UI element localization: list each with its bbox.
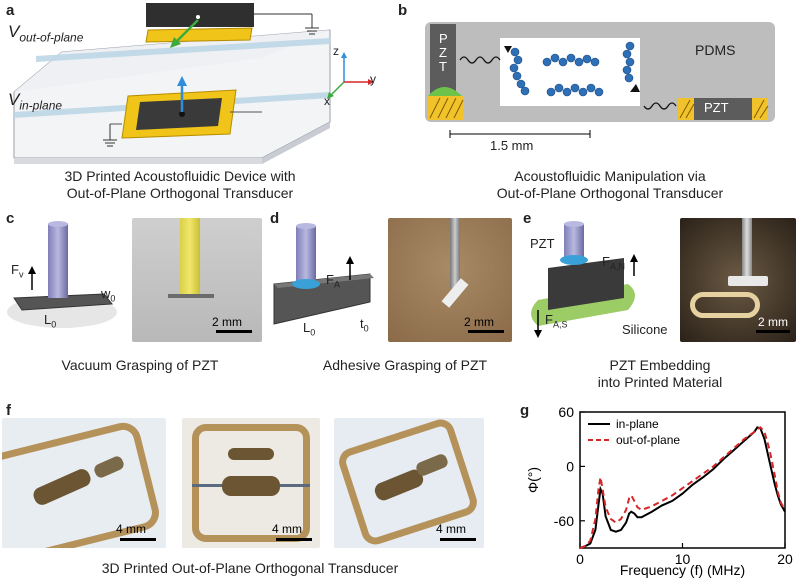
x-tick-label: 20 [777, 551, 793, 567]
panel-e-scalebar [756, 330, 790, 333]
pzt-e-label: PZT [530, 236, 555, 251]
panel-b-label: b [398, 2, 408, 19]
transducer-2b [222, 476, 280, 496]
panel-d-label: d [270, 210, 280, 227]
printed-silicone [690, 292, 760, 318]
x-axis-label: Frequency (f) (MHz) [620, 562, 745, 578]
axis-y-label: y [370, 72, 376, 86]
pzt-plate [168, 294, 214, 298]
series-line-out-of-plane [579, 426, 786, 549]
panel-g-label: g [520, 402, 530, 419]
adhesive-nozzle [450, 218, 460, 288]
panel-b-manipulation-diagram [425, 22, 775, 138]
panel-c-caption: Vacuum Grasping of PZT [61, 357, 219, 373]
panel-d-photo: 2 mm [388, 218, 512, 342]
panel-e-label: e [523, 210, 532, 227]
printed-frame-2 [192, 424, 310, 542]
x-tick-label: 10 [675, 551, 691, 567]
panel-c-photo: 2 mm [132, 218, 262, 342]
axis-x-label: x [324, 94, 330, 108]
panel-d-caption: Adhesive Grasping of PZT [322, 357, 488, 373]
panel-e-embedding-diagram [531, 221, 638, 338]
panel-f-scalebar-2 [276, 538, 312, 541]
thickness-t0-label: t0 [360, 316, 369, 334]
legend-label: out-of-plane [616, 433, 680, 447]
force-fas-label: FA,S [545, 312, 568, 330]
embedding-nozzle [742, 218, 752, 278]
panel-f-scalebar-3 [440, 538, 476, 541]
panel-e-scale-text: 2 mm [758, 315, 788, 329]
panel-f-scale-text-3: 4 mm [436, 522, 466, 536]
panel-f-scale-text-2: 4 mm [272, 522, 302, 536]
panel-d-scale-text: 2 mm [464, 315, 494, 329]
y-tick-label: 60 [558, 404, 574, 420]
panel-f-caption: 3D Printed Out-of-Plane Orthogonal Trans… [101, 560, 399, 576]
panel-c-scale-text: 2 mm [212, 315, 242, 329]
panel-e-photo: 2 mm [680, 218, 796, 342]
panel-e-caption: PZT Embedding into Printed Material [597, 357, 723, 390]
silicone-label: Silicone [622, 322, 668, 337]
x-tick-label: 0 [576, 551, 584, 567]
panel-b-scale-text: 1.5 mm [490, 138, 534, 153]
legend-label: in-plane [616, 417, 659, 431]
pdms-label: PDMS [695, 42, 736, 58]
panel-f-scalebar-1 [120, 538, 156, 541]
length-l0-d-label: L0 [303, 320, 316, 338]
panel-c-label: c [6, 210, 15, 227]
pzt-right-label: PZT [704, 100, 729, 115]
y-tick-label: -60 [554, 513, 574, 529]
panel-c-vacuum-diagram [7, 221, 117, 328]
pzt-left-label: PZT [439, 31, 448, 74]
panel-a-label: a [6, 2, 15, 19]
panel-d-adhesive-diagram [273, 223, 374, 325]
force-fv-label: Fv [11, 262, 24, 280]
panel-f-photo-1: 4 mm [2, 418, 166, 548]
panel-a-device-diagram [13, 3, 374, 164]
panel-g-phase-chart: 0 10 20 60 0 -60 Frequency (f) (MHz) Φ(°) in-pla… [525, 404, 793, 578]
panel-f-scale-text-1: 4 mm [116, 522, 146, 536]
panel-b-caption: Acoustofluidic Manipulation via Out-of-P… [496, 168, 724, 201]
force-fan-label: FA,N [602, 254, 625, 272]
embedded-pzt [728, 276, 768, 286]
v-out-of-plane-label: Vout-of-plane [8, 22, 84, 45]
panel-f-photo-2: 4 mm [182, 418, 320, 548]
panel-f-photo-3: 4 mm [334, 418, 484, 548]
panel-c-scalebar [216, 330, 252, 333]
force-fa-label: FA [326, 272, 340, 290]
panel-d-scalebar [468, 330, 504, 333]
transducer-2a [228, 448, 274, 460]
length-l0-label: L0 [44, 312, 57, 330]
vacuum-nozzle [180, 218, 200, 296]
panel-a-caption: 3D Printed Acoustofluidic Device with Ou… [64, 168, 296, 201]
y-axis-label: Φ(°) [525, 467, 541, 493]
width-w0-label: w0 [101, 286, 116, 304]
v-in-plane-label: Vin-plane [8, 90, 63, 113]
axis-z-label: z [333, 44, 339, 58]
panel-f-label: f [6, 402, 11, 419]
y-tick-label: 0 [566, 458, 574, 474]
